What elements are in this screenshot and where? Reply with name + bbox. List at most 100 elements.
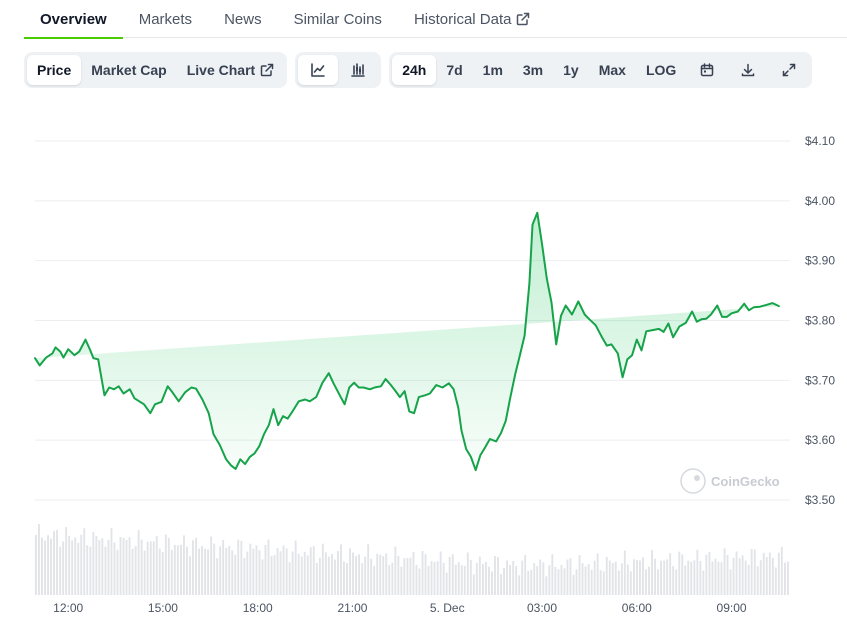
tab-markets[interactable]: Markets bbox=[123, 0, 208, 38]
volume-bar bbox=[44, 540, 46, 595]
volume-bar bbox=[264, 545, 267, 595]
volume-bar bbox=[355, 555, 357, 595]
volume-bar bbox=[430, 561, 433, 595]
volume-bar bbox=[587, 564, 590, 595]
volume-bar bbox=[636, 560, 638, 595]
download-button[interactable] bbox=[727, 55, 768, 85]
volume-bar bbox=[403, 558, 406, 595]
volume-bar bbox=[122, 538, 125, 595]
volume-bar bbox=[382, 556, 385, 595]
tab-news[interactable]: News bbox=[208, 0, 278, 38]
volume-bar bbox=[633, 559, 635, 595]
volume-bar bbox=[50, 538, 52, 595]
fullscreen-button[interactable] bbox=[768, 55, 809, 85]
volume-bar bbox=[62, 541, 65, 595]
volume-bar bbox=[228, 546, 231, 595]
calendar-button[interactable] bbox=[686, 55, 727, 85]
volume-bar bbox=[53, 531, 55, 595]
candlestick-chart-icon bbox=[351, 63, 365, 77]
volume-bar bbox=[578, 555, 581, 595]
volume-bar bbox=[164, 534, 167, 595]
volume-bar bbox=[509, 565, 511, 595]
volume-bar bbox=[349, 548, 351, 595]
y-tick-label: $3.70 bbox=[805, 373, 835, 387]
fullscreen-icon bbox=[782, 63, 796, 77]
volume-bar bbox=[167, 537, 170, 595]
volume-bar bbox=[672, 566, 675, 595]
volume-bar bbox=[593, 560, 596, 595]
volume-bar bbox=[358, 554, 360, 595]
volume-bar bbox=[506, 560, 508, 595]
volume-bar bbox=[288, 562, 291, 595]
x-tick-label: 03:00 bbox=[527, 601, 557, 615]
line-chart-button[interactable] bbox=[298, 55, 339, 85]
volume-bar bbox=[433, 562, 436, 595]
volume-bar bbox=[642, 557, 644, 595]
range-log-button[interactable]: LOG bbox=[645, 62, 677, 78]
volume-bar bbox=[512, 561, 515, 595]
volume-bar bbox=[623, 550, 626, 595]
volume-bar bbox=[611, 563, 614, 595]
range-3m-button[interactable]: 3m bbox=[522, 62, 544, 78]
tab-overview[interactable]: Overview bbox=[24, 0, 123, 39]
range-1y-button[interactable]: 1y bbox=[563, 62, 579, 78]
volume-bar bbox=[542, 562, 545, 595]
candlestick-chart-button[interactable] bbox=[338, 55, 378, 85]
market-cap-tab[interactable]: Market Cap bbox=[81, 55, 176, 85]
live-chart-tab[interactable]: Live Chart bbox=[177, 55, 284, 85]
volume-bar bbox=[149, 541, 152, 595]
volume-bar bbox=[663, 560, 666, 595]
volume-bar bbox=[445, 572, 448, 595]
price-tab[interactable]: Price bbox=[27, 55, 82, 85]
volume-bar bbox=[451, 554, 454, 595]
volume-bar bbox=[784, 562, 786, 595]
volume-bar bbox=[690, 561, 693, 595]
volume-bar bbox=[158, 548, 161, 595]
metric-tab-label: Price bbox=[37, 62, 72, 78]
volume-bar bbox=[86, 545, 89, 595]
volume-bar bbox=[183, 535, 185, 595]
volume-bar bbox=[89, 546, 92, 595]
volume-bar bbox=[442, 562, 445, 595]
volume-bar bbox=[161, 552, 164, 595]
range-7d-button[interactable]: 7d bbox=[446, 62, 463, 78]
volume-bar bbox=[234, 554, 237, 595]
volume-bar bbox=[469, 559, 472, 595]
volume-bar bbox=[626, 564, 629, 595]
volume-bar bbox=[38, 524, 40, 595]
range-max-button[interactable]: Max bbox=[598, 62, 626, 78]
volume-bar bbox=[294, 540, 297, 595]
volume-bar bbox=[379, 554, 382, 595]
tab-historical-data[interactable]: Historical Data bbox=[398, 0, 547, 38]
range-1m-button[interactable]: 1m bbox=[482, 62, 503, 78]
volume-bar bbox=[681, 554, 684, 595]
volume-bar bbox=[545, 576, 548, 595]
coingecko-logo-eye bbox=[694, 475, 700, 481]
volume-bar bbox=[497, 557, 499, 595]
volume-bar bbox=[693, 560, 696, 595]
volume-bar bbox=[249, 543, 252, 595]
volume-bar bbox=[59, 546, 62, 595]
volume-bar bbox=[684, 565, 687, 595]
volume-bar bbox=[131, 548, 134, 595]
volume-bar bbox=[599, 570, 602, 595]
volume-bar bbox=[74, 537, 77, 595]
volume-bar bbox=[279, 551, 282, 595]
range-24h-button[interactable]: 24h bbox=[392, 55, 437, 85]
volume-bar bbox=[533, 563, 536, 595]
volume-bar bbox=[376, 553, 379, 595]
volume-bar bbox=[267, 539, 270, 595]
volume-bar bbox=[237, 539, 240, 595]
volume-bar bbox=[732, 557, 735, 595]
volume-bar bbox=[409, 557, 412, 595]
volume-bar bbox=[539, 559, 542, 595]
volume-bar bbox=[324, 552, 327, 595]
volume-bar bbox=[370, 558, 373, 595]
volume-bar bbox=[47, 535, 49, 595]
tab-similar-coins[interactable]: Similar Coins bbox=[278, 0, 398, 38]
volume-bar bbox=[173, 544, 176, 595]
volume-bar bbox=[620, 563, 623, 595]
volume-bar bbox=[222, 540, 225, 595]
metric-tab-group: Price Market Cap Live Chart bbox=[24, 52, 288, 88]
volume-bar bbox=[657, 569, 659, 595]
